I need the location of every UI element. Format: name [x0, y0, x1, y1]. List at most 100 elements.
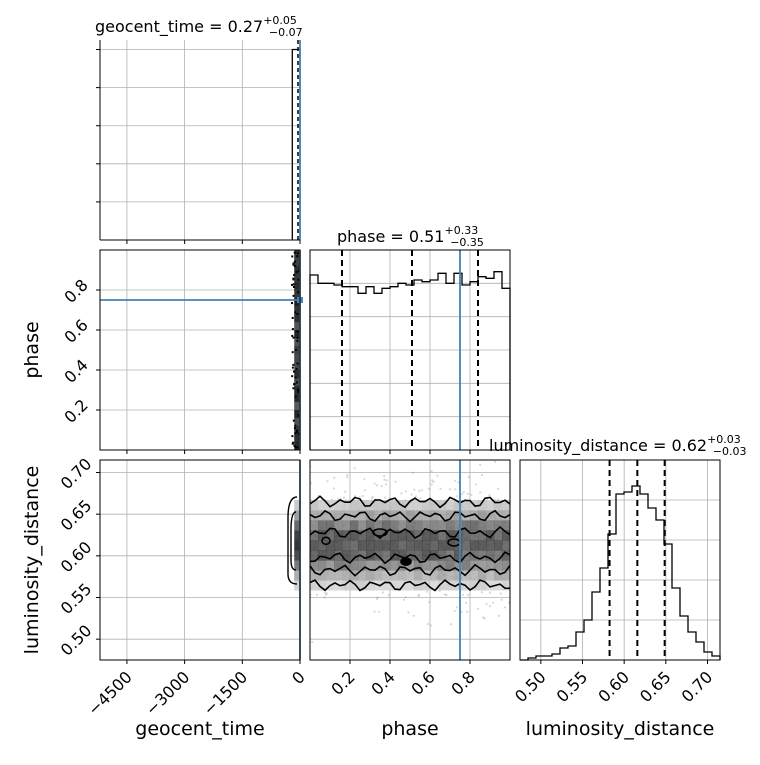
density-cell [310, 510, 319, 521]
density-cell [294, 402, 300, 411]
density-cell [494, 570, 503, 581]
density-cell [350, 580, 359, 591]
contour-line-2 [310, 551, 510, 565]
sample-point [430, 470, 433, 473]
density-cell [478, 560, 487, 571]
sample-point [291, 351, 294, 354]
title-geocent-time: geocent_time = 0.27+0.05 −0.07 [95, 14, 303, 39]
sample-point [400, 492, 403, 495]
density-cell [494, 530, 503, 541]
density-cell [502, 530, 510, 541]
density-cell [430, 560, 439, 571]
density-cell [494, 500, 503, 511]
density-cell [350, 550, 359, 561]
density-cell [438, 580, 447, 591]
density-cell [318, 580, 327, 591]
sample-point [430, 483, 433, 486]
tick-label-phase-x-3: 0.8 [447, 667, 478, 698]
density-cell [478, 580, 487, 591]
sample-point [420, 489, 424, 492]
sample-point [455, 495, 458, 498]
sample-point [466, 593, 469, 597]
sample-point [291, 375, 294, 378]
density-cell [422, 530, 431, 541]
density-cell [374, 570, 383, 581]
density-cell [342, 570, 351, 581]
density-cell [326, 540, 335, 551]
tick-label-ld-y-1: 0.55 [57, 579, 96, 618]
density-cell [350, 540, 359, 551]
sample-point [325, 592, 329, 595]
density-cell [358, 530, 367, 541]
density-cell [318, 500, 327, 511]
histogram-phase [309, 271, 511, 450]
sample-point [291, 283, 294, 286]
sample-point [377, 610, 381, 613]
density-cell [366, 510, 375, 521]
density-cell [502, 570, 510, 581]
sample-point [375, 484, 379, 487]
sample-point [383, 496, 387, 499]
density-cell [414, 550, 423, 561]
density-cell [342, 500, 351, 511]
contour-line-4 [310, 509, 510, 523]
sample-point [346, 473, 349, 477]
density-cell [310, 540, 319, 551]
density-cell [358, 500, 367, 511]
sample-point [297, 269, 300, 272]
density-cell [430, 580, 439, 591]
tick-label-geocent-time-2: −1500 [199, 667, 251, 719]
sample-point [414, 495, 418, 498]
density-cell [430, 550, 439, 561]
density-cell [318, 540, 327, 551]
sample-point [453, 479, 457, 482]
sample-point [404, 596, 407, 599]
density-cell [446, 580, 455, 591]
contour-line-1 [310, 563, 510, 577]
sample-point [293, 444, 296, 447]
sample-point [294, 432, 297, 435]
sample-point [383, 478, 386, 481]
density-cell [398, 560, 407, 571]
density-cell [502, 580, 510, 591]
density-cell [422, 550, 431, 561]
sample-point [336, 497, 340, 500]
sample-point [294, 446, 297, 449]
density-cell [294, 418, 300, 427]
density-cell [470, 540, 479, 551]
panel-ld-vs-gt-group [287, 496, 300, 591]
sample-point [296, 255, 299, 258]
density-cell [350, 560, 359, 571]
density-cell [398, 540, 407, 551]
density-cell [358, 540, 367, 551]
density-cell [358, 560, 367, 571]
density-cell [294, 330, 300, 339]
density-cell [478, 530, 487, 541]
axis-frame-p22 [519, 459, 721, 661]
density-cell [462, 500, 471, 511]
density-cell [478, 510, 487, 521]
density-cell [430, 520, 439, 531]
sample-point [293, 383, 296, 386]
sample-point [292, 294, 295, 297]
density-cell [374, 500, 383, 511]
density-cell [462, 570, 471, 581]
sample-point [292, 441, 295, 444]
density-cell [334, 530, 343, 541]
sample-point [344, 490, 347, 493]
density-cell [366, 560, 375, 571]
density-cell [438, 510, 447, 521]
density-cell [406, 540, 415, 551]
density-cell [398, 570, 407, 581]
density-cell [342, 580, 351, 591]
sample-point [480, 591, 484, 594]
density-cell [486, 520, 495, 531]
density-cell [462, 540, 471, 551]
density-cell [462, 510, 471, 521]
sample-point [296, 251, 299, 254]
sample-point [454, 488, 457, 491]
density-cell [406, 520, 415, 531]
sample-point [295, 367, 298, 370]
density-cell [334, 510, 343, 521]
